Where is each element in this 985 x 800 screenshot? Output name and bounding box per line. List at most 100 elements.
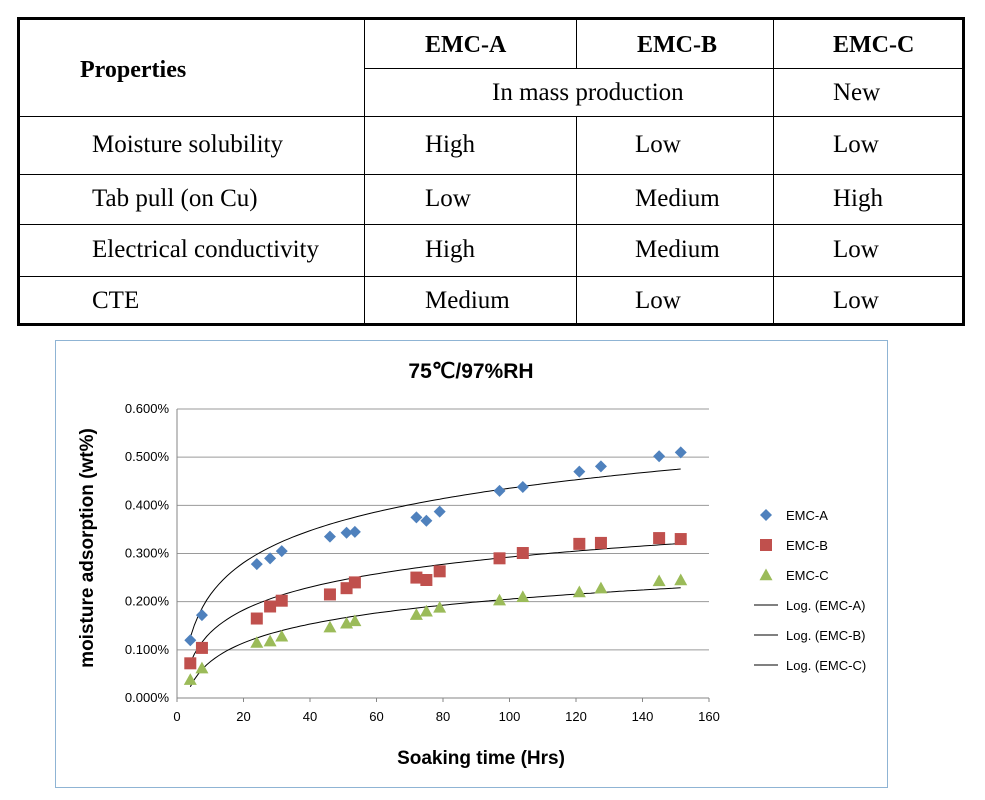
table-divider: [576, 20, 577, 68]
data-point: [275, 629, 289, 642]
data-point: [263, 634, 277, 647]
trendline-layer: [189, 468, 681, 687]
data-point: [674, 573, 688, 586]
data-point: [250, 636, 264, 648]
tick-label-layer: 0.000% 0.100% 0.200% 0.300% 0.400% 0.500% 0.60…: [125, 401, 720, 724]
data-point: [323, 530, 336, 543]
data-point: [195, 641, 208, 654]
data-point: [195, 661, 209, 674]
y-tick-label: 0.000%: [125, 690, 170, 705]
table-cell: Low: [833, 236, 879, 263]
legend: EMC-A EMC-B EMC-C Log. (EMC-A) Log. (EMC-B) L…: [754, 508, 866, 673]
y-tick-label: 0.200%: [125, 594, 170, 609]
legend-label: EMC-B: [786, 538, 828, 553]
data-point: [493, 484, 506, 497]
properties-table: Properties EMC-A EMC-B EMC-C In mass pro…: [17, 17, 965, 326]
data-point: [184, 657, 197, 670]
data-point: [323, 620, 337, 633]
table-cell: Low: [425, 185, 471, 212]
table-cell: High: [833, 185, 883, 212]
table-divider: [773, 20, 774, 323]
table-cell: Medium: [425, 287, 510, 314]
data-point: [348, 525, 361, 538]
x-tick-label: 60: [369, 709, 383, 724]
data-point: [433, 600, 447, 613]
data-point: [516, 547, 529, 560]
trendline: [189, 587, 681, 687]
chart-container: 75℃/97%RH Soaking time (Hrs) moisture ad…: [55, 340, 888, 788]
data-point: [348, 576, 361, 589]
y-tick-label: 0.500%: [125, 449, 170, 464]
moisture-chart: 75℃/97%RH Soaking time (Hrs) moisture ad…: [77, 360, 866, 769]
data-point: [410, 511, 423, 524]
data-point: [674, 446, 687, 459]
data-point: [594, 536, 607, 549]
legend-marker: [760, 539, 772, 551]
legend-label: EMC-C: [786, 568, 829, 583]
data-point: [195, 609, 208, 622]
data-point: [573, 465, 586, 478]
data-point: [420, 573, 433, 586]
legend-label: Log. (EMC-B): [786, 628, 865, 643]
data-point: [594, 460, 607, 473]
legend-marker: [759, 568, 773, 581]
column-header-emc-b: EMC-B: [637, 32, 717, 58]
row-label: CTE: [92, 287, 140, 314]
x-tick-label: 20: [236, 709, 250, 724]
data-point: [323, 588, 336, 601]
data-point: [419, 604, 433, 617]
data-point: [250, 558, 263, 571]
row-label: Tab pull (on Cu): [92, 185, 258, 212]
x-tick-label: 160: [698, 709, 720, 724]
data-point: [652, 574, 666, 587]
x-axis-label: Soaking time (Hrs): [397, 748, 565, 769]
data-point: [264, 552, 277, 565]
data-point: [275, 594, 288, 607]
trendline: [189, 468, 681, 638]
data-point: [572, 585, 586, 598]
data-point: [653, 450, 666, 463]
y-axis-label: moisture adsorption (wt%): [77, 428, 98, 668]
table-divider: [20, 224, 962, 225]
x-tick-label: 100: [499, 709, 521, 724]
y-tick-label: 0.600%: [125, 401, 170, 416]
column-header-emc-c: EMC-C: [833, 32, 915, 58]
row-label: Moisture solubility: [92, 131, 283, 158]
legend-label: Log. (EMC-A): [786, 598, 865, 613]
data-point: [594, 581, 608, 594]
row-label: Electrical conductivity: [92, 236, 319, 263]
data-point: [493, 552, 506, 565]
x-tick-label: 0: [173, 709, 180, 724]
table-divider: [364, 20, 365, 323]
legend-label: Log. (EMC-C): [786, 658, 866, 673]
data-point: [410, 571, 423, 584]
table-divider: [576, 116, 577, 323]
data-point: [348, 614, 362, 627]
y-tick-label: 0.300%: [125, 546, 170, 561]
group-label-mass-production: In mass production: [492, 79, 684, 106]
table-cell: Low: [833, 131, 879, 158]
column-header-emc-a: EMC-A: [425, 32, 507, 58]
table-cell: Low: [833, 287, 879, 314]
data-point: [653, 532, 666, 545]
data-point: [184, 634, 197, 647]
x-tick-label: 40: [303, 709, 317, 724]
data-point: [340, 526, 353, 539]
data-point: [516, 590, 530, 603]
data-point: [409, 608, 423, 620]
data-point-layer: [183, 446, 688, 685]
table-divider: [20, 116, 962, 117]
data-point: [516, 481, 529, 494]
y-tick-label: 0.100%: [125, 642, 170, 657]
properties-header: Properties: [80, 57, 187, 83]
data-point: [433, 565, 446, 578]
data-point: [250, 612, 263, 625]
table-divider: [20, 174, 962, 175]
table-cell: Low: [635, 287, 681, 314]
data-point: [433, 505, 446, 518]
data-point: [420, 514, 433, 527]
y-tick-label: 0.400%: [125, 497, 170, 512]
data-point: [183, 673, 197, 685]
data-point: [493, 593, 507, 606]
data-point: [275, 545, 288, 558]
